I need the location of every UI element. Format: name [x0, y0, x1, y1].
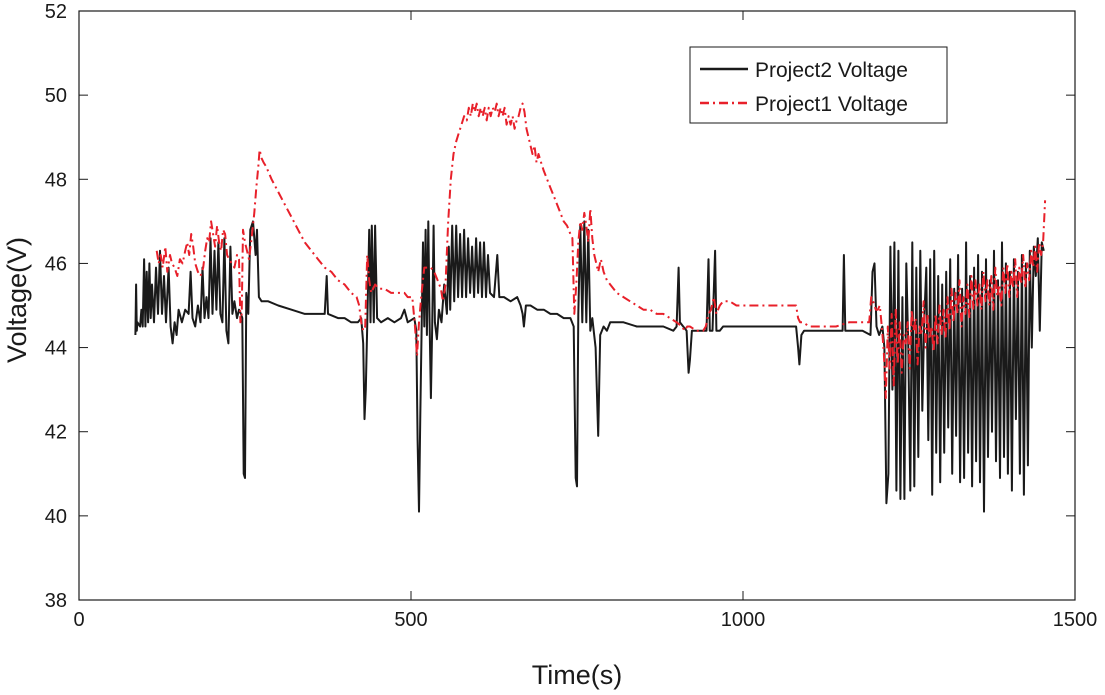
y-tick-label: 48 [45, 169, 67, 191]
legend-label-project2: Project2 Voltage [755, 59, 908, 82]
y-tick-label: 38 [45, 590, 67, 612]
plot-area-border [78, 10, 1076, 601]
y-tick-label: 50 [45, 85, 67, 107]
y-axis-ticks: 38 40 42 44 46 48 50 52 [45, 1, 1075, 612]
series-line-project2 [134, 220, 1045, 513]
y-tick-label: 52 [45, 1, 67, 23]
legend-label-project1: Project1 Voltage [755, 93, 908, 116]
plot-frame [78, 10, 1076, 601]
y-tick-label: 40 [45, 506, 67, 528]
legend: Project2 Voltage Project1 Voltage [689, 46, 948, 124]
x-axis-title: Time(s) [532, 660, 622, 690]
x-tick-label: 1000 [721, 609, 766, 631]
y-tick-label: 46 [45, 253, 67, 275]
x-tick-label: 0 [73, 609, 84, 631]
y-tick-label: 44 [45, 338, 67, 360]
y-axis-title: Voltage(V) [2, 237, 32, 363]
series-layer [134, 102, 1047, 513]
x-tick-label: 500 [394, 609, 427, 631]
legend-box [689, 46, 948, 124]
x-axis-ticks: 0 500 1000 1500 [73, 11, 1097, 631]
series-line-project1 [155, 102, 1047, 400]
y-tick-label: 42 [45, 422, 67, 444]
x-tick-label: 1500 [1053, 609, 1098, 631]
